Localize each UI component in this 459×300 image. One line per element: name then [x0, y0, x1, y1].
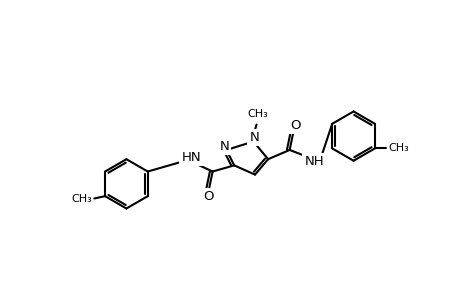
Text: CH₃: CH₃: [387, 143, 408, 153]
Text: N: N: [249, 131, 258, 144]
Text: NH: NH: [304, 155, 324, 168]
Text: CH₃: CH₃: [71, 194, 92, 204]
Text: HN: HN: [181, 151, 201, 164]
Text: N: N: [219, 140, 229, 153]
Text: O: O: [202, 190, 213, 203]
Text: CH₃: CH₃: [246, 109, 267, 119]
Text: O: O: [289, 119, 300, 132]
